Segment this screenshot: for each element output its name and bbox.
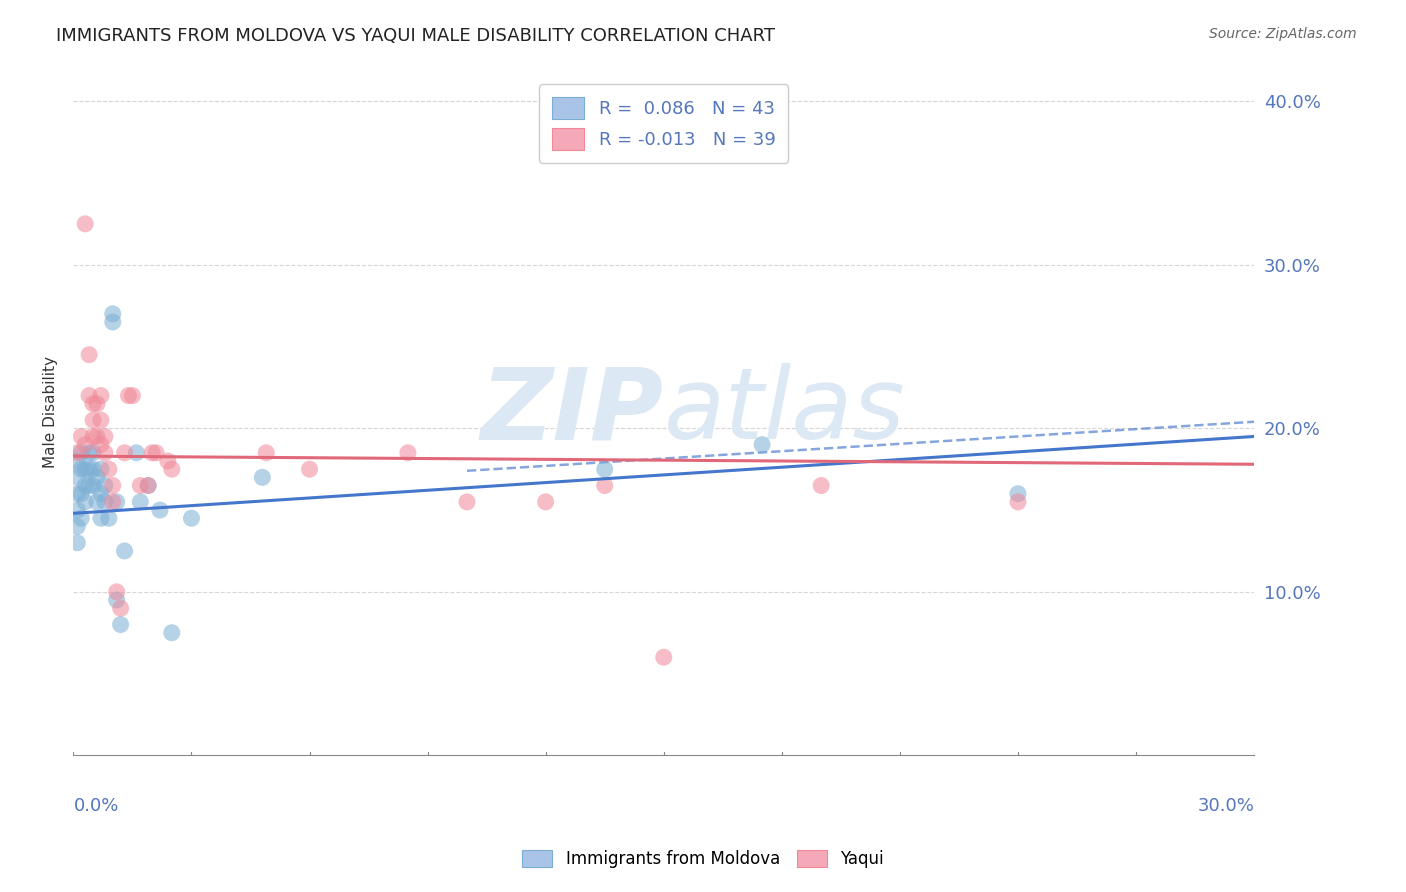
Point: [156, 454, 179, 468]
Point: [129, 495, 152, 509]
Point: [180, 511, 202, 525]
Text: ZIP: ZIP: [481, 363, 664, 460]
Point: [86, 495, 108, 509]
Point: [136, 478, 159, 492]
Point: [101, 478, 124, 492]
Point: [75, 478, 97, 492]
Point: [101, 495, 124, 509]
Point: [86, 429, 108, 443]
Point: [90, 486, 112, 500]
Point: [77, 462, 100, 476]
Y-axis label: Male Disability: Male Disability: [44, 356, 58, 468]
Point: [66, 486, 89, 500]
Point: [101, 307, 124, 321]
Point: [82, 478, 104, 492]
Point: [70, 462, 93, 476]
Point: [97, 462, 120, 476]
Point: [110, 601, 132, 615]
Point: [66, 535, 89, 549]
Point: [160, 462, 183, 476]
Point: [121, 388, 143, 402]
Point: [77, 478, 100, 492]
Point: [70, 511, 93, 525]
Point: [66, 503, 89, 517]
Point: [82, 413, 104, 427]
Point: [77, 348, 100, 362]
Point: [114, 446, 136, 460]
Text: Source: ZipAtlas.com: Source: ZipAtlas.com: [1209, 27, 1357, 41]
Point: [105, 593, 128, 607]
Legend: R =  0.086   N = 43, R = -0.013   N = 39: R = 0.086 N = 43, R = -0.013 N = 39: [540, 85, 789, 162]
Point: [252, 470, 274, 484]
Point: [90, 462, 112, 476]
Point: [94, 495, 117, 509]
Point: [105, 495, 128, 509]
Point: [82, 446, 104, 460]
Legend: Immigrants from Moldova, Yaqui: Immigrants from Moldova, Yaqui: [516, 843, 890, 875]
Point: [298, 462, 321, 476]
Point: [534, 495, 557, 509]
Point: [593, 478, 616, 492]
Point: [129, 478, 152, 492]
Text: atlas: atlas: [664, 363, 905, 460]
Point: [66, 454, 89, 468]
Point: [90, 437, 112, 451]
Point: [70, 486, 93, 500]
Point: [810, 478, 832, 492]
Point: [101, 315, 124, 329]
Point: [125, 446, 148, 460]
Point: [90, 388, 112, 402]
Point: [66, 519, 89, 533]
Point: [75, 462, 97, 476]
Text: IMMIGRANTS FROM MOLDOVA VS YAQUI MALE DISABILITY CORRELATION CHART: IMMIGRANTS FROM MOLDOVA VS YAQUI MALE DI…: [56, 27, 775, 45]
Point: [90, 511, 112, 525]
Point: [145, 446, 167, 460]
Point: [82, 397, 104, 411]
Point: [110, 617, 132, 632]
Point: [75, 437, 97, 451]
Point: [751, 437, 773, 451]
Point: [82, 462, 104, 476]
Point: [66, 446, 89, 460]
Point: [70, 429, 93, 443]
Point: [86, 470, 108, 484]
Point: [396, 446, 419, 460]
Point: [94, 446, 117, 460]
Point: [114, 544, 136, 558]
Point: [90, 413, 112, 427]
Point: [141, 446, 163, 460]
Point: [149, 503, 172, 517]
Point: [1007, 495, 1029, 509]
Point: [75, 495, 97, 509]
Point: [77, 446, 100, 460]
Point: [70, 446, 93, 460]
Point: [66, 470, 89, 484]
Point: [652, 650, 675, 665]
Point: [82, 429, 104, 443]
Point: [75, 217, 97, 231]
Point: [136, 478, 159, 492]
Point: [105, 584, 128, 599]
Point: [77, 388, 100, 402]
Point: [593, 462, 616, 476]
Text: 30.0%: 30.0%: [1198, 797, 1254, 814]
Point: [86, 397, 108, 411]
Point: [160, 625, 183, 640]
Point: [94, 478, 117, 492]
Point: [117, 388, 139, 402]
Text: 0.0%: 0.0%: [73, 797, 118, 814]
Point: [97, 511, 120, 525]
Point: [94, 429, 117, 443]
Point: [456, 495, 478, 509]
Point: [1007, 486, 1029, 500]
Point: [254, 446, 277, 460]
